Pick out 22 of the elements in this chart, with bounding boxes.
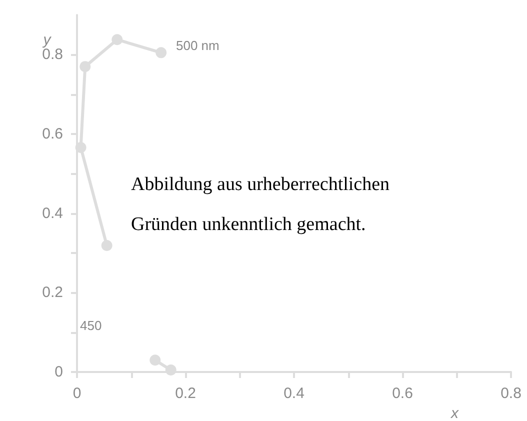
point	[112, 34, 123, 46]
x-tick-label: 0.4	[284, 385, 304, 402]
point	[165, 364, 176, 376]
x-tick-label: 0.6	[392, 385, 413, 402]
annotation: 450	[80, 318, 102, 333]
point	[150, 354, 161, 366]
x-tick-label: 0	[72, 385, 82, 402]
x-tick-label: 0.8	[500, 385, 522, 402]
point	[75, 142, 86, 153]
point	[80, 61, 91, 72]
point	[101, 240, 112, 251]
x-axis-title: x	[450, 405, 459, 421]
y-tick-label: 0.6	[42, 126, 63, 142]
y-tick-label: 0.4	[42, 204, 63, 222]
y-tick-label: 0.2	[42, 284, 63, 302]
annotation: Abbildung aus urheberrechtlichen Gründen unkenntlich gemacht.	[131, 173, 390, 237]
point	[156, 47, 167, 58]
x-tick-label: 0.2	[175, 385, 196, 402]
y-tick-label: 0.8	[42, 46, 63, 64]
y-axis-title: y	[42, 31, 52, 48]
y-tick-label: 0	[54, 364, 63, 380]
annotation: 500 nm	[176, 38, 220, 53]
